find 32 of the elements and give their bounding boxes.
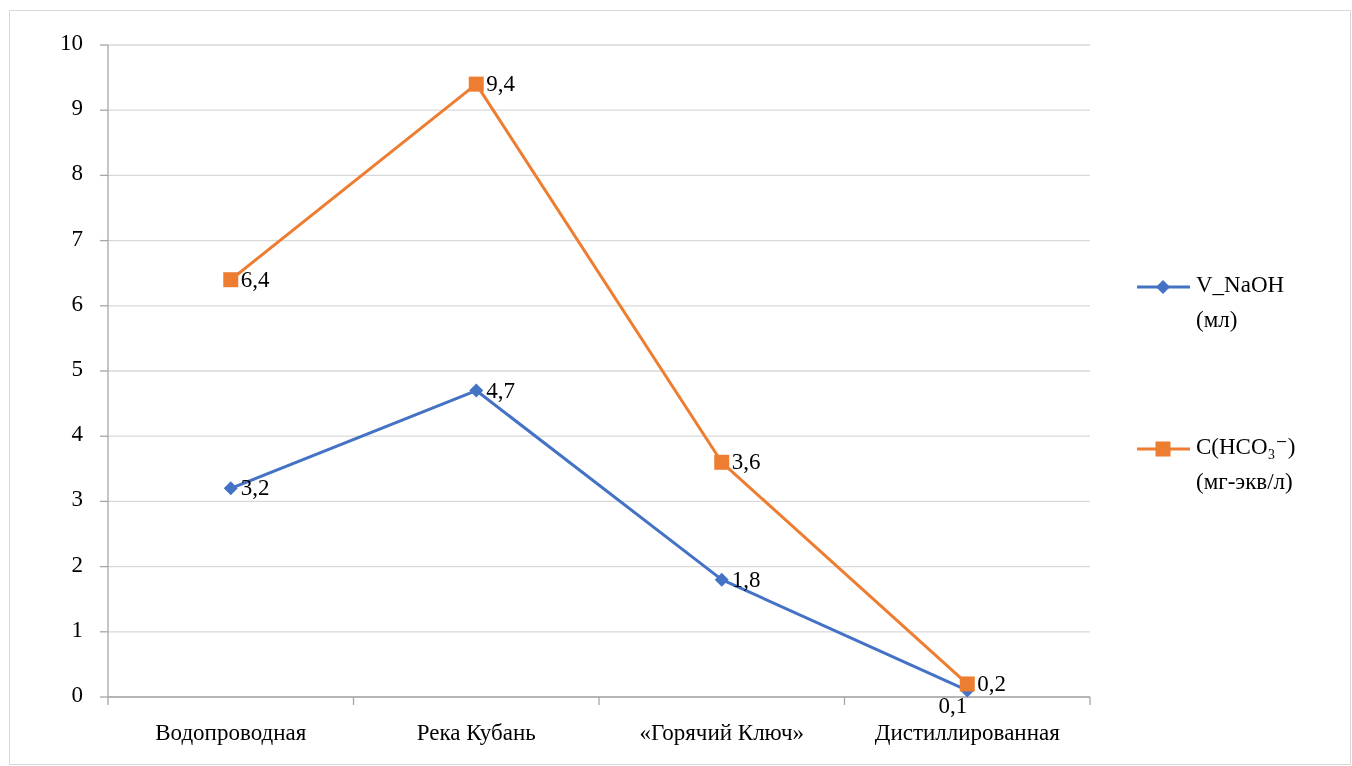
point <box>468 76 484 92</box>
y-tick-label: 6 <box>71 291 83 317</box>
y-tick-label: 1 <box>71 617 83 643</box>
point <box>469 383 484 398</box>
y-tick-label: 2 <box>71 551 83 577</box>
data-label: 1,8 <box>731 566 761 592</box>
data-label: 3,2 <box>240 475 270 501</box>
x-tick-label: Водопроводная <box>155 720 307 746</box>
y-tick-label: 5 <box>71 356 83 382</box>
x-tick-label: Дистиллированная <box>874 720 1061 746</box>
point <box>959 676 975 692</box>
point <box>223 481 238 496</box>
y-tick-label: 7 <box>71 225 83 251</box>
y-tick-label: 0 <box>71 682 83 708</box>
point <box>223 272 239 288</box>
legend-label: C(HCO₃⁻) (мг-экв/л) <box>1196 434 1296 495</box>
data-label: 6,4 <box>240 267 270 292</box>
data-label: 9,4 <box>486 71 516 97</box>
point <box>714 572 729 587</box>
data-label: 0,1 <box>938 693 968 719</box>
y-tick-label: 8 <box>71 160 83 186</box>
x-tick-label: «Горячий Ключ» <box>639 720 804 746</box>
x-tick-label: Река Кубань <box>416 720 536 746</box>
legend-label: V_NaOH (мл) <box>1196 272 1285 333</box>
data-label: 3,6 <box>731 449 761 475</box>
data-label: 4,7 <box>486 377 515 403</box>
point <box>714 454 730 470</box>
y-tick-label: 10 <box>60 30 83 56</box>
y-tick-label: 4 <box>71 421 84 447</box>
data-label: 0,2 <box>977 671 1006 697</box>
y-tick-label: 9 <box>71 95 83 121</box>
y-tick-label: 3 <box>71 486 83 512</box>
